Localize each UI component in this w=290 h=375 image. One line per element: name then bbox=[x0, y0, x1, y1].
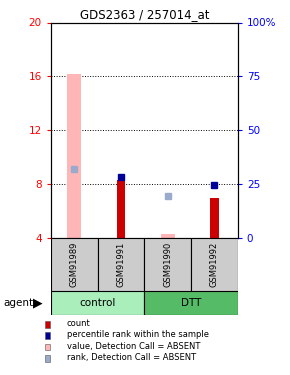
Bar bbox=[97, 238, 144, 291]
Bar bbox=[191, 238, 238, 291]
Text: rank, Detection Call = ABSENT: rank, Detection Call = ABSENT bbox=[67, 353, 196, 362]
Bar bbox=[144, 238, 191, 291]
Text: GSM91991: GSM91991 bbox=[116, 242, 125, 287]
Text: count: count bbox=[67, 319, 90, 328]
Text: GSM91990: GSM91990 bbox=[163, 242, 172, 287]
Text: value, Detection Call = ABSENT: value, Detection Call = ABSENT bbox=[67, 342, 200, 351]
Bar bbox=[67, 74, 81, 238]
Bar bbox=[51, 291, 144, 315]
Text: DTT: DTT bbox=[181, 298, 201, 308]
Bar bbox=[161, 234, 175, 238]
Bar bbox=[210, 198, 219, 238]
Text: ▶: ▶ bbox=[33, 297, 43, 309]
Title: GDS2363 / 257014_at: GDS2363 / 257014_at bbox=[79, 8, 209, 21]
Text: GSM91989: GSM91989 bbox=[70, 242, 79, 287]
Bar bbox=[51, 238, 97, 291]
Text: GSM91992: GSM91992 bbox=[210, 242, 219, 287]
Text: percentile rank within the sample: percentile rank within the sample bbox=[67, 330, 209, 339]
Bar bbox=[117, 180, 125, 238]
Text: agent: agent bbox=[3, 298, 33, 308]
Bar bbox=[144, 291, 238, 315]
Text: control: control bbox=[79, 298, 116, 308]
